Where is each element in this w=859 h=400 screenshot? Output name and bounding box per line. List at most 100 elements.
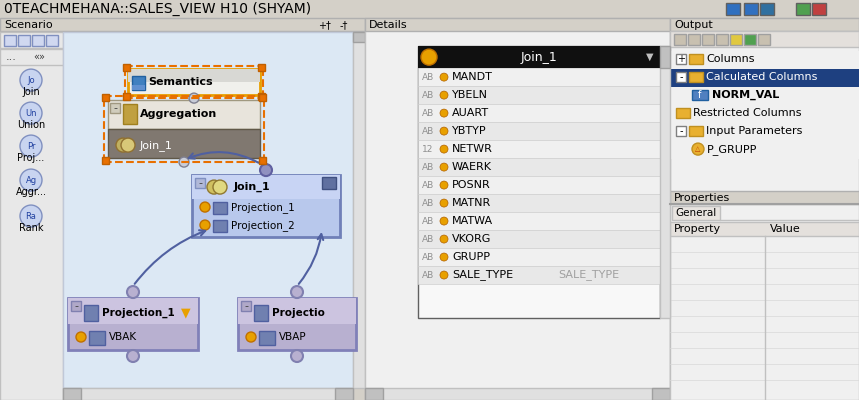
- Text: AUART: AUART: [452, 108, 489, 118]
- FancyBboxPatch shape: [670, 123, 859, 141]
- Text: NETWR: NETWR: [452, 144, 493, 154]
- FancyBboxPatch shape: [0, 18, 365, 31]
- FancyBboxPatch shape: [716, 34, 728, 45]
- Circle shape: [440, 127, 448, 135]
- Circle shape: [440, 199, 448, 207]
- Circle shape: [440, 109, 448, 117]
- Circle shape: [421, 49, 437, 65]
- Text: -: -: [679, 72, 683, 82]
- FancyBboxPatch shape: [84, 305, 98, 321]
- Circle shape: [127, 350, 139, 362]
- FancyBboxPatch shape: [670, 18, 859, 31]
- FancyBboxPatch shape: [259, 157, 266, 164]
- FancyBboxPatch shape: [192, 175, 340, 237]
- FancyBboxPatch shape: [688, 34, 700, 45]
- FancyBboxPatch shape: [670, 69, 859, 87]
- FancyBboxPatch shape: [676, 72, 686, 82]
- Text: Output: Output: [674, 20, 713, 30]
- FancyBboxPatch shape: [692, 90, 708, 100]
- FancyBboxPatch shape: [418, 68, 660, 86]
- Text: Un: Un: [25, 109, 37, 118]
- FancyBboxPatch shape: [702, 34, 714, 45]
- Circle shape: [246, 332, 256, 342]
- FancyBboxPatch shape: [418, 266, 660, 284]
- FancyBboxPatch shape: [418, 248, 660, 266]
- FancyBboxPatch shape: [676, 126, 686, 136]
- FancyBboxPatch shape: [689, 72, 703, 82]
- FancyBboxPatch shape: [418, 104, 660, 122]
- Circle shape: [20, 169, 42, 191]
- Circle shape: [76, 332, 86, 342]
- FancyBboxPatch shape: [128, 69, 260, 82]
- Text: -†: -†: [340, 20, 349, 30]
- FancyBboxPatch shape: [365, 18, 670, 31]
- Text: MATWA: MATWA: [452, 216, 493, 226]
- Circle shape: [440, 145, 448, 153]
- FancyBboxPatch shape: [365, 388, 670, 400]
- FancyBboxPatch shape: [123, 64, 130, 71]
- FancyBboxPatch shape: [660, 46, 670, 318]
- Text: Scenario: Scenario: [4, 20, 52, 30]
- FancyBboxPatch shape: [132, 85, 145, 90]
- FancyBboxPatch shape: [63, 388, 81, 400]
- Text: Projection_2: Projection_2: [231, 220, 295, 230]
- FancyBboxPatch shape: [365, 388, 383, 400]
- Text: Ag: Ag: [26, 176, 37, 184]
- FancyBboxPatch shape: [89, 331, 105, 345]
- Circle shape: [20, 205, 42, 227]
- Circle shape: [440, 91, 448, 99]
- Text: SALE_TYPE: SALE_TYPE: [452, 270, 513, 280]
- FancyBboxPatch shape: [670, 31, 859, 47]
- Text: YBTYP: YBTYP: [452, 126, 487, 136]
- FancyBboxPatch shape: [676, 108, 690, 118]
- Text: Projection_1: Projection_1: [231, 202, 295, 212]
- Text: VBAK: VBAK: [109, 332, 137, 342]
- FancyBboxPatch shape: [418, 122, 660, 140]
- FancyBboxPatch shape: [63, 32, 353, 388]
- Text: YBELN: YBELN: [452, 90, 488, 100]
- Text: ▼: ▼: [181, 306, 191, 320]
- FancyBboxPatch shape: [259, 94, 266, 101]
- Text: «»: «»: [33, 52, 45, 62]
- FancyBboxPatch shape: [670, 141, 859, 159]
- FancyBboxPatch shape: [418, 194, 660, 212]
- Text: AB: AB: [422, 109, 435, 118]
- Text: Input Parameters: Input Parameters: [706, 126, 802, 136]
- FancyBboxPatch shape: [730, 34, 742, 45]
- FancyBboxPatch shape: [676, 54, 686, 64]
- FancyBboxPatch shape: [213, 220, 227, 232]
- FancyBboxPatch shape: [689, 54, 703, 64]
- Circle shape: [127, 286, 139, 298]
- Text: Projection_1: Projection_1: [102, 308, 174, 318]
- FancyBboxPatch shape: [418, 158, 660, 176]
- Text: P_GRUPP: P_GRUPP: [707, 144, 758, 154]
- FancyBboxPatch shape: [418, 86, 660, 104]
- Circle shape: [440, 163, 448, 171]
- FancyBboxPatch shape: [195, 178, 205, 188]
- FancyBboxPatch shape: [102, 157, 109, 164]
- Text: General: General: [675, 208, 716, 218]
- FancyBboxPatch shape: [418, 230, 660, 248]
- FancyBboxPatch shape: [670, 222, 859, 236]
- Text: AB: AB: [422, 216, 435, 226]
- Text: +: +: [677, 54, 685, 64]
- Circle shape: [440, 73, 448, 81]
- FancyBboxPatch shape: [0, 32, 63, 400]
- FancyBboxPatch shape: [46, 35, 58, 46]
- Text: Join_1: Join_1: [234, 182, 271, 192]
- Text: Union: Union: [17, 120, 46, 130]
- Circle shape: [20, 69, 42, 91]
- FancyBboxPatch shape: [0, 32, 63, 48]
- FancyBboxPatch shape: [322, 177, 336, 189]
- FancyBboxPatch shape: [670, 51, 859, 69]
- FancyBboxPatch shape: [238, 298, 356, 350]
- Text: VKORG: VKORG: [452, 234, 491, 244]
- FancyBboxPatch shape: [689, 126, 703, 136]
- Text: Columns: Columns: [706, 54, 754, 64]
- FancyBboxPatch shape: [68, 298, 198, 350]
- FancyBboxPatch shape: [241, 301, 251, 311]
- FancyBboxPatch shape: [258, 93, 265, 100]
- FancyBboxPatch shape: [102, 94, 109, 101]
- FancyBboxPatch shape: [0, 18, 365, 400]
- Circle shape: [20, 102, 42, 124]
